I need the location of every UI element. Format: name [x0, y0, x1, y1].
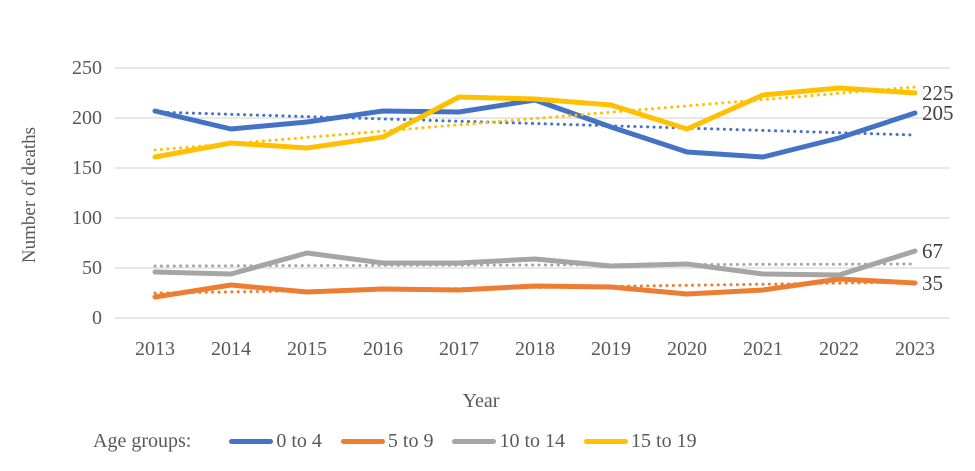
x-tick-label-2014: 2014 — [211, 338, 251, 360]
y-tick-label-200: 200 — [72, 107, 102, 129]
x-tick-label-2016: 2016 — [363, 338, 403, 360]
y-tick-label-150: 150 — [72, 157, 102, 179]
x-tick-label-2021: 2021 — [743, 338, 783, 360]
legend-swatch-icon — [340, 438, 385, 444]
x-tick-label-2013: 2013 — [135, 338, 175, 360]
legend-swatch-icon — [584, 438, 629, 444]
end-label-10-to-14: 67 — [922, 239, 943, 263]
end-label-0-to-4: 205 — [922, 101, 954, 125]
trendline-5-to-9 — [153, 280, 917, 295]
x-tick-label-2022: 2022 — [819, 338, 859, 360]
x-tick-label-2017: 2017 — [439, 338, 479, 360]
x-axis-title: Year — [462, 390, 500, 412]
y-tick-label-0: 0 — [92, 307, 102, 329]
legend-item-15-to-19: 15 to 19 — [584, 430, 697, 453]
legend-swatch-icon — [229, 438, 274, 444]
y-tick-label-100: 100 — [72, 207, 102, 229]
legend-label: 15 to 19 — [631, 429, 697, 452]
x-tick-label-2023: 2023 — [895, 338, 935, 360]
legend-item-10-to-14: 10 to 14 — [452, 430, 565, 453]
legend-label: 5 to 9 — [387, 429, 434, 452]
series-line-0-to-4 — [152, 97, 918, 160]
trendline-10-to-14 — [153, 262, 917, 268]
legend-swatch-icon — [452, 438, 497, 444]
y-axis-title: Number of deaths — [19, 126, 40, 264]
end-label-15-to-19: 225 — [922, 81, 954, 105]
trendline-0-to-4 — [153, 110, 917, 137]
end-label-5-to-9: 35 — [922, 271, 943, 295]
legend-label: 10 to 14 — [499, 429, 566, 452]
x-tick-label-2020: 2020 — [667, 338, 707, 360]
y-tick-label-50: 50 — [82, 257, 102, 279]
series-line-5-to-9 — [152, 276, 918, 300]
x-tick-label-2019: 2019 — [591, 338, 631, 360]
legend-item-5-to-9: 5 to 9 — [340, 429, 434, 453]
legend-label: 0 to 4 — [276, 429, 322, 452]
legend: Age groups: 0 to 4 5 to 9 10 to 14 15 to 19 — [93, 428, 716, 454]
y-tick-label-250: 250 — [72, 57, 102, 79]
legend-items: 0 to 4 5 to 9 10 to 14 15 to 19 — [229, 430, 715, 453]
legend-item-0-to-4: 0 to 4 — [229, 430, 322, 453]
trendline-15-to-19 — [153, 85, 917, 152]
x-tick-label-2015: 2015 — [287, 338, 327, 360]
series-line-15-to-19 — [152, 85, 918, 160]
x-tick-label-2018: 2018 — [515, 338, 555, 360]
series-line-10-to-14 — [152, 248, 918, 278]
legend-title: Age groups: — [93, 429, 192, 452]
